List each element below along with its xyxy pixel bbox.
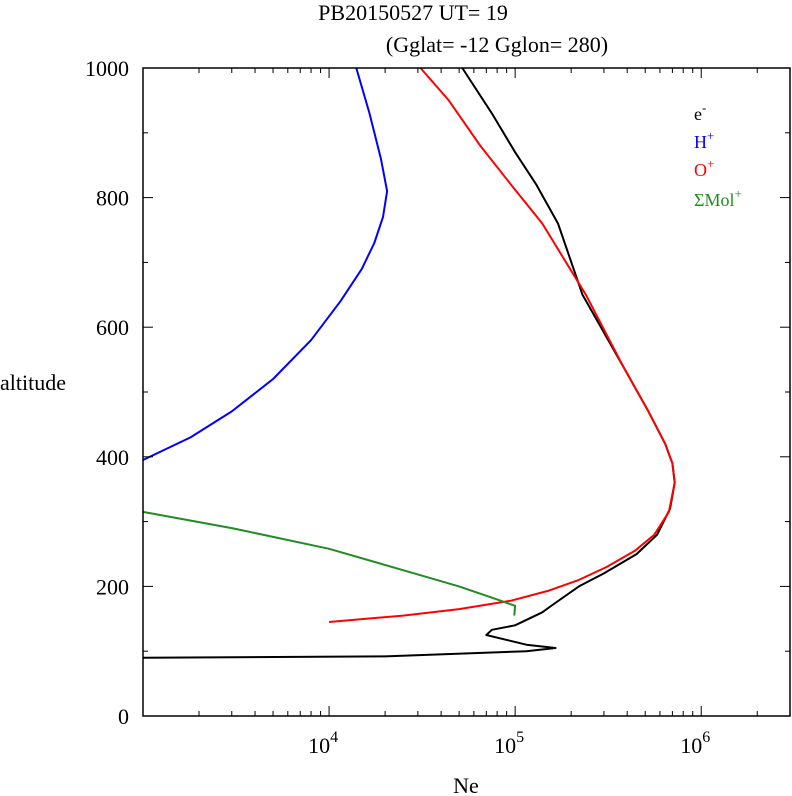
x-tick-label: 105 — [494, 729, 524, 758]
series-line-0 — [142, 67, 676, 659]
plot-frame — [142, 67, 791, 717]
series-line-1 — [142, 67, 389, 461]
x-tick-labels: 104 105 106 — [308, 729, 710, 758]
y-tick-label: 200 — [96, 574, 129, 599]
series-line-3 — [142, 510, 517, 616]
x-tick-label: 106 — [680, 729, 710, 758]
y-tick-label: 0 — [118, 704, 129, 729]
legend-entry-2: O+ — [694, 156, 714, 180]
y-tick-label: 800 — [96, 186, 129, 211]
y-tick-label: 400 — [96, 445, 129, 470]
y-tick-label: 600 — [96, 315, 129, 340]
y-axis-label: altitude — [0, 370, 66, 395]
y-tick-labels: 0 200 400 600 800 1000 — [85, 56, 129, 729]
legend-entry-1: H+ — [694, 128, 714, 152]
legend-entry-3: ΣMol+ — [694, 186, 742, 210]
series-line-2 — [329, 67, 676, 623]
chart-subtitle: (Gglat= -12 Gglon= 280) — [386, 32, 608, 57]
ticks-layer — [142, 67, 791, 717]
legend: e- H+ O+ ΣMol+ — [694, 100, 742, 210]
x-axis-label: Ne — [453, 773, 479, 796]
legend-entry-0: e- — [694, 100, 706, 124]
chart-title: PB20150527 UT= 19 — [318, 0, 508, 25]
x-tick-label: 104 — [308, 729, 338, 758]
y-tick-label: 1000 — [85, 56, 129, 81]
series-layer — [142, 67, 676, 659]
